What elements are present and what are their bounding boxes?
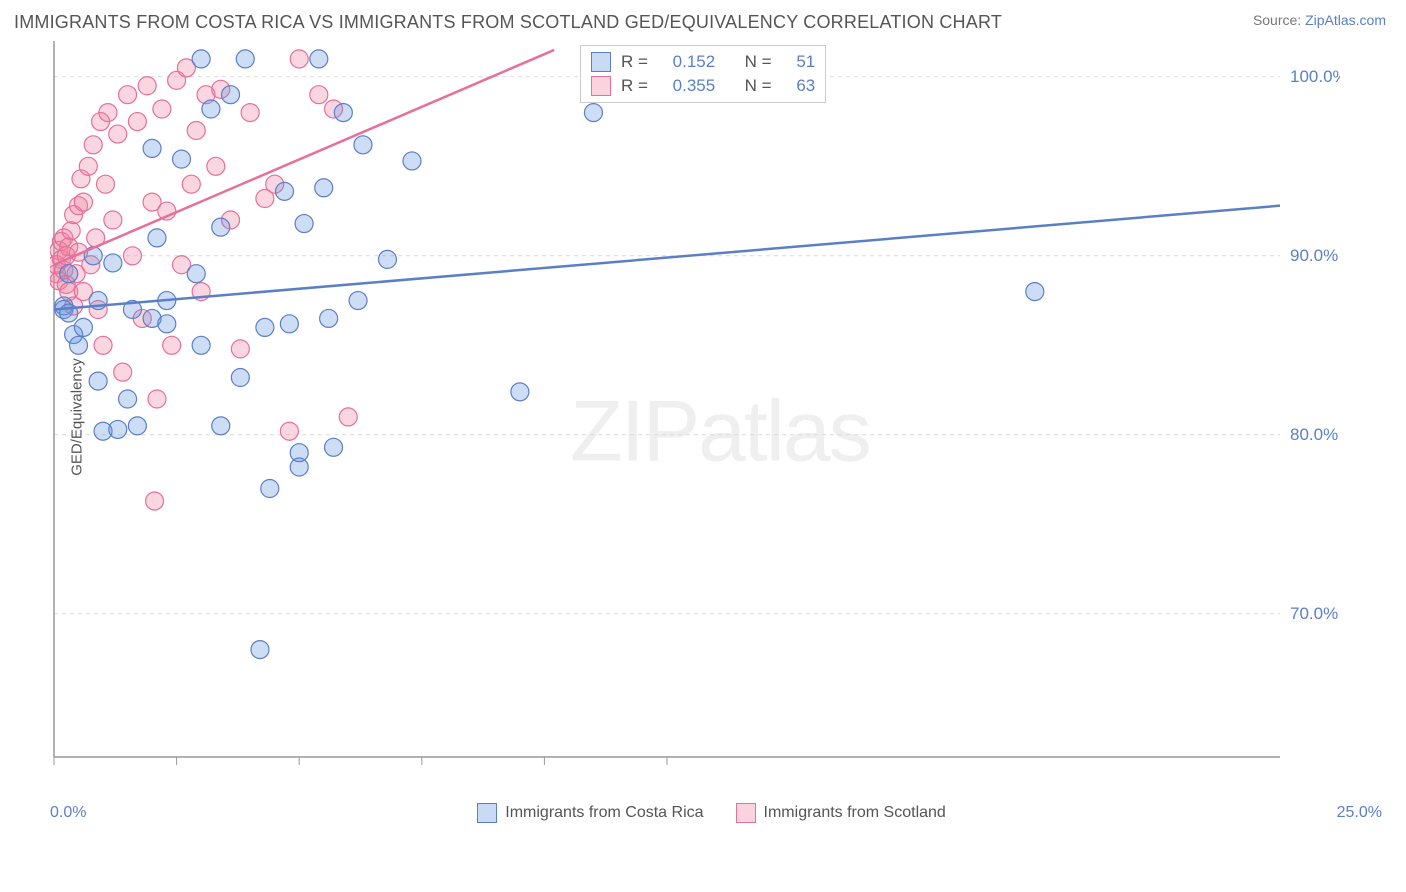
legend-item-b: Immigrants from Scotland [736,803,946,823]
svg-text:90.0%: 90.0% [1290,246,1338,265]
source-link[interactable]: ZipAtlas.com [1305,12,1386,28]
swatch-blue-icon [477,803,497,823]
stats-legend: R = 0.152 N = 51 R = 0.355 N = 63 [580,45,826,103]
x-axis-max: 25.0% [1337,804,1382,822]
stats-row-a: R = 0.152 N = 51 [591,50,815,74]
svg-text:80.0%: 80.0% [1290,425,1338,444]
source-label: Source: ZipAtlas.com [1253,12,1386,28]
y-axis-label: GED/Equivalency [68,358,85,476]
swatch-blue [591,52,611,72]
x-axis-min: 0.0% [50,804,86,822]
legend-label-b: Immigrants from Scotland [764,804,946,822]
scatter-plot: 70.0% 80.0% 90.0% 100.0% [50,37,1340,777]
chart-area: GED/Equivalency ZIPatlas 70.0%80.0%90.0%… [50,37,1390,797]
stats-row-b: R = 0.355 N = 63 [591,74,815,98]
legend-label-a: Immigrants from Costa Rica [505,804,703,822]
svg-text:70.0%: 70.0% [1290,604,1338,623]
bottom-legend: Immigrants from Costa Rica Immigrants fr… [477,803,946,823]
legend-item-a: Immigrants from Costa Rica [477,803,703,823]
svg-text:100.0%: 100.0% [1290,67,1340,86]
swatch-pink-icon [736,803,756,823]
swatch-pink [591,76,611,96]
chart-title: IMMIGRANTS FROM COSTA RICA VS IMMIGRANTS… [14,12,1002,33]
